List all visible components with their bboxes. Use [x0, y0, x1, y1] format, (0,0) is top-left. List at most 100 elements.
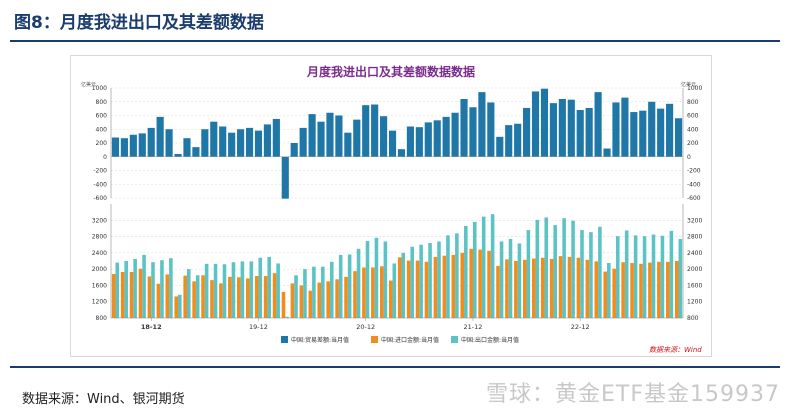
- bar-balance: [549, 103, 557, 157]
- bar-import: [666, 261, 670, 318]
- bar-balance: [362, 105, 370, 157]
- bar-import: [648, 262, 652, 318]
- bar-balance: [165, 129, 173, 157]
- bar-import: [674, 261, 679, 318]
- bar-import: [567, 256, 572, 318]
- bar-export: [267, 256, 271, 318]
- bar-import: [424, 261, 429, 318]
- bar-import: [603, 271, 608, 318]
- bar-balance: [478, 92, 486, 157]
- bar-export: [312, 266, 316, 318]
- bar-balance: [228, 132, 236, 157]
- page-title: 图8：月度我进出口及其差额数据: [14, 13, 264, 33]
- y-tick-left-trade-balance: 1000: [92, 85, 107, 92]
- bar-import: [397, 257, 402, 318]
- bar-balance: [487, 102, 495, 157]
- bar-balance: [558, 99, 566, 157]
- bar-import: [496, 265, 500, 318]
- source-note: 数据来源：Wind、银河期货: [22, 392, 185, 407]
- bar-import: [111, 274, 116, 318]
- bar-import: [138, 268, 143, 318]
- bar-export: [169, 258, 173, 318]
- bar-balance: [657, 108, 665, 157]
- bar-export: [678, 239, 683, 318]
- bar-balance: [201, 129, 209, 157]
- y-tick-left-trade-balance: 200: [96, 140, 108, 147]
- bar-balance: [603, 148, 611, 157]
- bar-export: [285, 316, 289, 318]
- y-tick-left-imports-exports: 800: [96, 315, 108, 322]
- bar-import: [245, 278, 250, 318]
- bar-import: [549, 258, 554, 318]
- bar-balance: [174, 154, 182, 157]
- bar-export: [428, 243, 432, 318]
- bar-import: [156, 283, 161, 318]
- watermark: 雪球：黄金ETF基金159937: [486, 382, 780, 407]
- bar-export: [401, 252, 406, 318]
- bar-import: [201, 275, 205, 318]
- bar-import: [353, 271, 357, 318]
- bar-import: [174, 296, 179, 318]
- x-tick-label: 18-12: [141, 323, 162, 331]
- bar-export: [294, 275, 298, 318]
- bar-export: [151, 262, 155, 318]
- y-tick-left-imports-exports: 2000: [92, 266, 107, 273]
- bar-export: [508, 239, 513, 318]
- y-tick-left-trade-balance: 400: [96, 126, 108, 133]
- bar-import: [335, 279, 339, 318]
- bar-export: [204, 263, 209, 318]
- y-tick-right-trade-balance: 0: [687, 154, 691, 161]
- y-tick-right-trade-balance: -600: [687, 195, 701, 202]
- bar-import: [585, 259, 590, 318]
- bar-export: [419, 244, 423, 318]
- x-tick-label: 19-12: [249, 323, 268, 331]
- bar-export: [249, 261, 254, 318]
- bar-balance: [523, 107, 531, 157]
- bar-import: [228, 276, 232, 318]
- bar-export: [607, 263, 611, 318]
- bar-balance: [317, 121, 325, 157]
- bar-export: [472, 221, 477, 318]
- bar-export: [598, 226, 602, 318]
- y-tick-right-trade-balance: -200: [687, 168, 701, 175]
- bar-import: [254, 276, 259, 318]
- bar-import: [192, 281, 196, 318]
- bar-export: [455, 233, 459, 318]
- bar-import: [451, 254, 456, 318]
- bar-balance: [299, 127, 307, 157]
- bar-import: [531, 258, 536, 318]
- y-tick-left-trade-balance: -200: [93, 168, 107, 175]
- bar-balance: [666, 103, 674, 157]
- bar-balance: [111, 137, 120, 157]
- bar-balance: [254, 130, 263, 157]
- bar-export: [186, 269, 191, 318]
- bar-balance: [272, 118, 280, 157]
- bar-import: [308, 290, 313, 318]
- bar-import: [469, 248, 473, 318]
- bar-balance: [237, 129, 245, 157]
- bar-balance: [335, 115, 343, 157]
- bar-import: [290, 283, 295, 318]
- bar-balance: [219, 126, 227, 157]
- bar-export: [383, 241, 388, 318]
- bar-import: [281, 291, 286, 318]
- bar-balance: [540, 88, 549, 157]
- bar-balance: [630, 112, 638, 157]
- bar-balance: [290, 143, 298, 157]
- bar-export: [615, 236, 620, 318]
- bar-import: [380, 266, 384, 318]
- y-tick-right-imports-exports: 1600: [687, 282, 702, 289]
- x-tick-label: 22-12: [571, 323, 590, 331]
- legend-label: 中国:贸易差额:当月值: [291, 336, 349, 344]
- bar-export: [571, 220, 575, 318]
- bar-export: [213, 263, 218, 318]
- bar-export: [365, 241, 370, 318]
- bar-import: [639, 263, 643, 318]
- bar-import: [657, 261, 661, 318]
- bar-balance: [415, 127, 423, 157]
- legend-label: 中国:出口金额:当月值: [461, 336, 519, 344]
- bar-import: [344, 276, 348, 318]
- bar-import: [219, 283, 223, 318]
- bar-export: [464, 225, 468, 318]
- bar-import: [371, 267, 375, 318]
